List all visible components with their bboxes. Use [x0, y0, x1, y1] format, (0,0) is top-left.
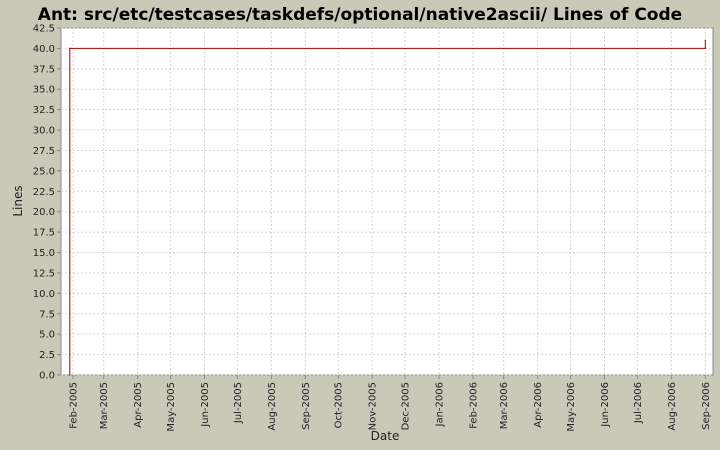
- y-tick-label: 35.0: [33, 85, 55, 96]
- data-point: [69, 47, 71, 50]
- series-layer: [69, 39, 706, 376]
- x-tick-label: Feb-2005: [69, 382, 80, 429]
- x-tick-label: Feb-2006: [469, 382, 480, 429]
- x-tick-label: Jul-2006: [633, 382, 644, 424]
- x-tick-label: Aug-2006: [667, 382, 678, 431]
- x-tick-label: May-2005: [166, 382, 177, 432]
- x-tick-label: Jan-2006: [435, 382, 446, 427]
- y-tick-label: 7.5: [39, 309, 55, 320]
- x-tick-label: Apr-2005: [133, 382, 144, 428]
- chart-title: Ant: src/etc/testcases/taskdefs/optional…: [38, 5, 682, 25]
- x-tick-label: Nov-2005: [368, 382, 379, 430]
- x-tick-label: Dec-2005: [401, 382, 412, 430]
- y-tick-label: 20.0: [33, 207, 55, 218]
- x-axis: Feb-2005 Mar-2005 Apr-2005 May-2005 Jun-2005…: [69, 375, 712, 432]
- x-tick-label: Oct-2005: [334, 382, 345, 428]
- y-tick-label: 32.5: [33, 105, 55, 116]
- data-point: [704, 47, 706, 50]
- y-tick-label: 40.0: [33, 44, 55, 55]
- y-axis: 0.0 2.5 5.0 7.5 10.0 12.5 15.0 17.5 20.0 22.5 25.0…: [33, 24, 61, 382]
- x-axis-label: Date: [371, 429, 400, 443]
- y-tick-label: 5.0: [39, 330, 55, 341]
- x-tick-label: Mar-2005: [99, 382, 110, 429]
- y-tick-label: 42.5: [33, 24, 55, 35]
- x-tick-label: Jun-2005: [200, 382, 211, 428]
- x-tick-label: Apr-2006: [533, 382, 544, 428]
- x-tick-label: Mar-2006: [499, 382, 510, 429]
- y-tick-label: 2.5: [39, 350, 55, 361]
- series-line: [69, 40, 706, 375]
- data-point: [704, 39, 706, 41]
- x-tick-label: Aug-2005: [267, 382, 278, 431]
- y-tick-label: 25.0: [33, 166, 55, 177]
- y-axis-label: Lines: [11, 185, 25, 216]
- data-point: [69, 374, 71, 376]
- y-tick-label: 12.5: [33, 268, 55, 279]
- x-tick-label: Sep-2006: [701, 382, 712, 430]
- y-tick-label: 37.5: [33, 64, 55, 75]
- y-tick-label: 27.5: [33, 146, 55, 157]
- y-tick-label: 0.0: [39, 371, 55, 382]
- x-tick-label: Jul-2005: [233, 382, 244, 424]
- x-tick-label: Jun-2006: [600, 382, 611, 428]
- y-tick-label: 30.0: [33, 126, 55, 137]
- x-tick-label: Sep-2005: [301, 382, 312, 430]
- y-tick-label: 15.0: [33, 248, 55, 259]
- x-tick-label: May-2006: [566, 382, 577, 432]
- y-tick-label: 10.0: [33, 289, 55, 300]
- y-tick-label: 17.5: [33, 228, 55, 239]
- y-tick-label: 22.5: [33, 187, 55, 198]
- plot-area: [60, 27, 714, 376]
